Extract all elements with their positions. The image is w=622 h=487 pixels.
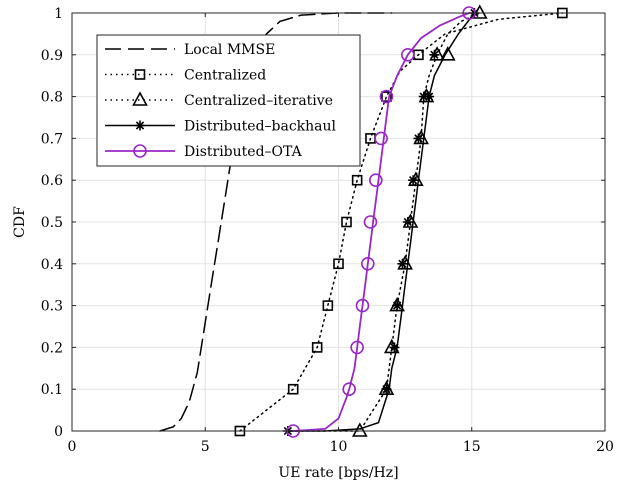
axis-ticks: 0 5 10 15 20 0 0.1 0.2 0.3 0.4 0.5 0.6 0.7 0.8 0.9 1 — [41, 6, 614, 455]
square-marker — [333, 258, 344, 270]
square-marker — [311, 342, 323, 353]
circle-marker — [350, 340, 364, 355]
square-marker — [381, 91, 392, 102]
asterisk-marker — [392, 300, 403, 311]
series-line — [239, 12, 564, 432]
y-tick-label: 0.9 — [41, 48, 63, 64]
asterisk-marker — [418, 91, 429, 102]
square-marker — [287, 383, 299, 395]
x-tick-label: 5 — [201, 439, 210, 455]
square-marker — [341, 216, 352, 228]
y-tick-label: 0 — [54, 424, 63, 440]
asterisk-marker — [413, 133, 424, 144]
asterisk-marker — [389, 342, 400, 353]
circle-marker — [355, 298, 370, 313]
legend-label: Distributed–OTA — [184, 144, 303, 160]
legend-triangle-marker — [132, 91, 148, 106]
legend-label: Local MMSE — [184, 42, 275, 58]
asterisk-marker — [402, 217, 413, 227]
legend-label: Distributed–backhaul — [184, 119, 337, 135]
triangle-marker — [439, 46, 456, 61]
legend-circle-marker — [133, 144, 147, 158]
x-tick-label: 20 — [596, 439, 614, 455]
legend: Local MMSE Centralized Centralized–iterati… — [96, 34, 361, 167]
x-tick-label: 15 — [463, 439, 481, 455]
series-line — [287, 12, 476, 432]
circle-marker — [374, 131, 388, 146]
x-tick-label: 0 — [68, 439, 77, 455]
circle-marker — [363, 215, 378, 229]
circle-marker — [379, 89, 394, 104]
series-1 — [234, 7, 568, 437]
asterisk-marker — [429, 49, 440, 60]
legend-box — [96, 34, 361, 167]
series-line — [292, 12, 471, 432]
legend-label: Centralized–iterative — [184, 93, 333, 109]
y-tick-label: 0.2 — [41, 340, 63, 356]
y-tick-label: 1 — [54, 6, 63, 22]
circle-marker — [361, 256, 375, 271]
circle-marker — [342, 382, 356, 397]
series-0 — [159, 12, 393, 432]
circle-marker — [369, 173, 383, 187]
y-tick-label: 0.8 — [41, 90, 63, 106]
y-axis-label: CDF — [12, 206, 28, 238]
legend-square-marker — [134, 69, 146, 80]
triangle-marker — [351, 422, 368, 437]
y-tick-label: 0.5 — [41, 215, 63, 231]
square-marker — [322, 300, 334, 311]
plot-series — [159, 4, 568, 438]
series-line — [159, 12, 393, 432]
x-axis-label: UE rate [bps/Hz] — [278, 465, 398, 481]
circle-marker — [400, 47, 415, 62]
asterisk-marker — [397, 258, 408, 269]
legend-asterisk-marker — [135, 120, 145, 131]
y-tick-label: 0.7 — [41, 131, 63, 147]
square-marker — [351, 174, 363, 186]
asterisk-marker — [408, 175, 419, 186]
y-tick-label: 0.3 — [41, 299, 63, 315]
legend-label: Centralized — [184, 68, 266, 84]
y-tick-label: 0.4 — [41, 257, 63, 273]
asterisk-marker — [381, 384, 392, 395]
y-tick-label: 0.6 — [41, 173, 63, 189]
asterisk-marker — [424, 91, 435, 102]
series-4 — [286, 6, 476, 438]
x-tick-label: 10 — [330, 439, 348, 455]
y-tick-label: 0.1 — [41, 382, 63, 398]
